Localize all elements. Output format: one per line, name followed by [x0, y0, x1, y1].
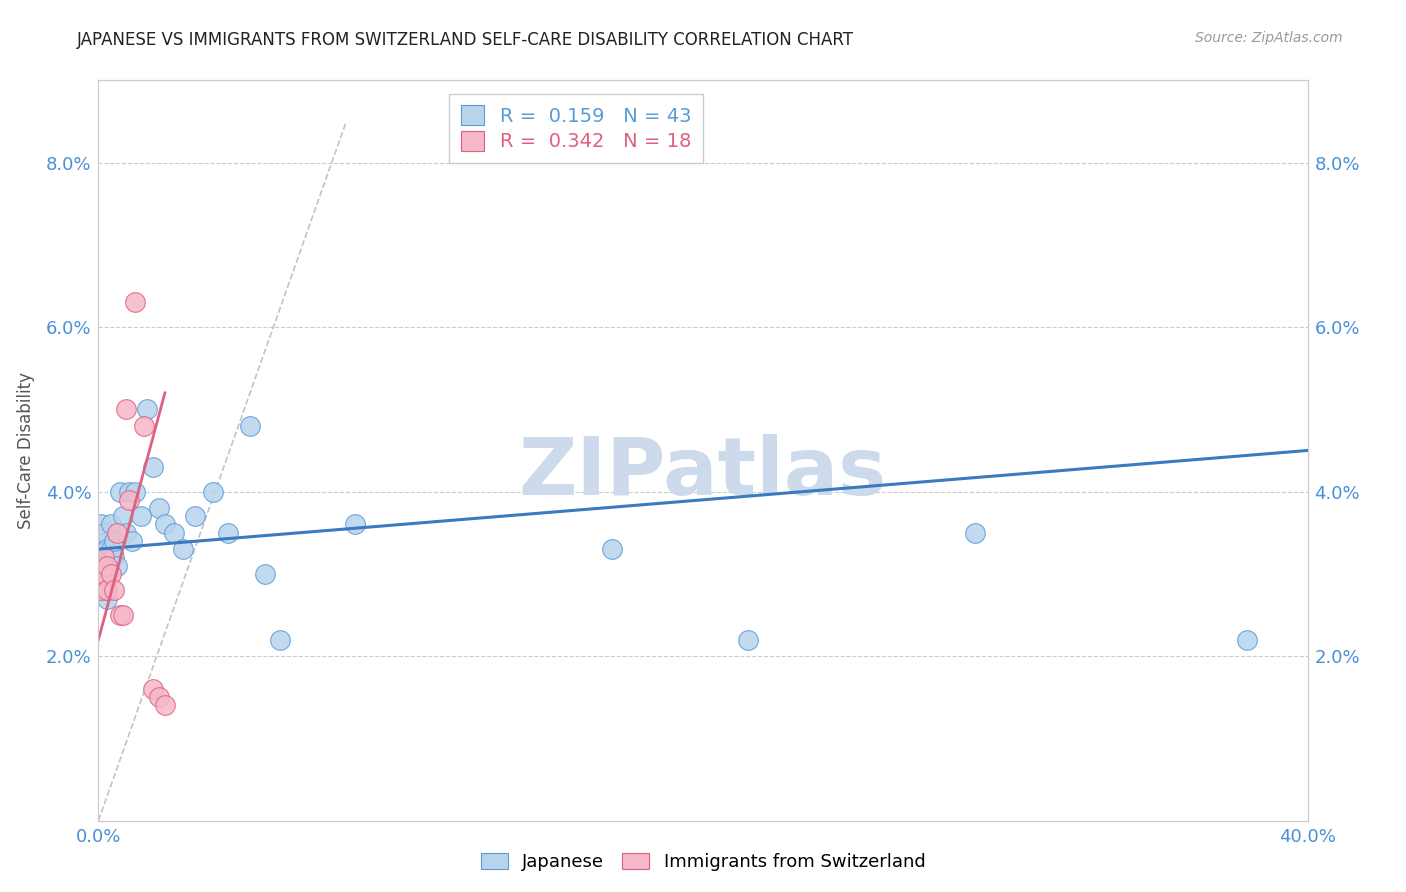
- Point: [129, 509, 152, 524]
- Point: [1236, 632, 1258, 647]
- Text: Source: ZipAtlas.com: Source: ZipAtlas.com: [1195, 31, 1343, 45]
- Point: [90, 550, 112, 565]
- Text: ZIPatlas: ZIPatlas: [519, 434, 887, 512]
- Point: [90, 566, 112, 581]
- Legend: R =  0.159   N = 43, R =  0.342   N = 18: R = 0.159 N = 43, R = 0.342 N = 18: [449, 94, 703, 163]
- Point: [121, 533, 143, 548]
- Point: [93, 542, 115, 557]
- Point: [90, 517, 112, 532]
- Point: [100, 542, 122, 557]
- Point: [90, 583, 112, 598]
- Point: [96, 558, 118, 573]
- Point: [96, 558, 118, 573]
- Point: [96, 591, 118, 606]
- Point: [93, 550, 115, 565]
- Point: [163, 525, 186, 540]
- Point: [253, 566, 276, 581]
- Point: [153, 698, 176, 713]
- Point: [184, 509, 207, 524]
- Point: [90, 583, 112, 598]
- Point: [142, 681, 165, 696]
- Point: [124, 484, 146, 499]
- Point: [90, 566, 112, 581]
- Point: [217, 525, 239, 540]
- Point: [93, 558, 115, 573]
- Text: JAPANESE VS IMMIGRANTS FROM SWITZERLAND SELF-CARE DISABILITY CORRELATION CHART: JAPANESE VS IMMIGRANTS FROM SWITZERLAND …: [77, 31, 855, 49]
- Point: [93, 525, 115, 540]
- Legend: Japanese, Immigrants from Switzerland: Japanese, Immigrants from Switzerland: [474, 846, 932, 879]
- Point: [100, 566, 122, 581]
- Point: [103, 583, 125, 598]
- Point: [118, 492, 141, 507]
- Point: [90, 533, 112, 548]
- Point: [153, 517, 176, 532]
- Point: [114, 525, 136, 540]
- Point: [96, 542, 118, 557]
- Point: [114, 402, 136, 417]
- Point: [105, 525, 128, 540]
- Point: [602, 542, 624, 557]
- Point: [965, 525, 987, 540]
- Point: [148, 501, 170, 516]
- Point: [202, 484, 225, 499]
- Point: [269, 632, 291, 647]
- Point: [93, 566, 115, 581]
- Point: [111, 607, 134, 622]
- Point: [118, 484, 141, 499]
- Point: [105, 558, 128, 573]
- Point: [103, 550, 125, 565]
- Point: [132, 418, 155, 433]
- Point: [135, 402, 157, 417]
- Point: [96, 583, 118, 598]
- Point: [172, 542, 194, 557]
- Point: [737, 632, 759, 647]
- Point: [344, 517, 367, 532]
- Point: [142, 459, 165, 474]
- Point: [108, 607, 131, 622]
- Point: [93, 566, 115, 581]
- Point: [239, 418, 262, 433]
- Point: [96, 566, 118, 581]
- Point: [111, 509, 134, 524]
- Point: [148, 690, 170, 705]
- Point: [124, 295, 146, 310]
- Point: [103, 533, 125, 548]
- Point: [100, 517, 122, 532]
- Point: [108, 484, 131, 499]
- Y-axis label: Self-Care Disability: Self-Care Disability: [17, 372, 35, 529]
- Point: [96, 583, 118, 598]
